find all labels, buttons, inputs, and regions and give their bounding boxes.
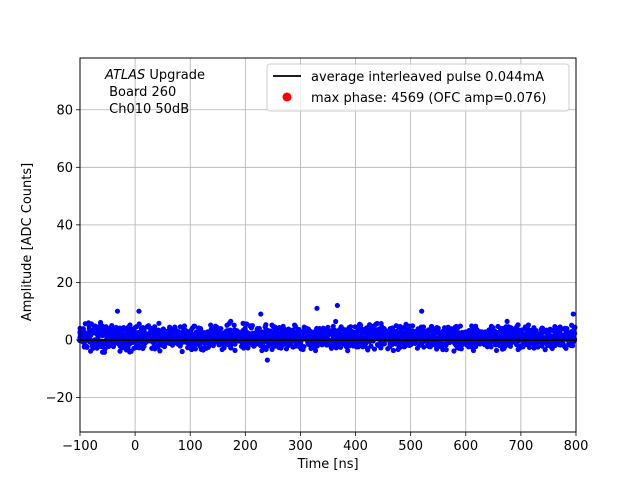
- scatter-point: [179, 348, 185, 355]
- scatter-point: [249, 323, 255, 329]
- scatter-point: [348, 324, 354, 330]
- scatter-point: [533, 327, 539, 334]
- scatter-point: [301, 344, 307, 350]
- y-tick-label: 20: [56, 276, 73, 291]
- svg-text:ATLAS Upgrade: ATLAS Upgrade: [104, 68, 205, 83]
- y-axis-label: Amplitude [ADC Counts]: [20, 163, 35, 321]
- scatter-point: [245, 345, 251, 351]
- scatter-point: [451, 348, 457, 354]
- y-tick-label: 0: [65, 333, 73, 348]
- scatter-point: [264, 357, 270, 363]
- scatter-point: [228, 345, 234, 351]
- scatter-point: [515, 322, 521, 328]
- scatter-point: [457, 323, 463, 329]
- scatter-point: [232, 347, 238, 353]
- legend-marker-swatch: [282, 92, 292, 102]
- scatter-point: [435, 325, 441, 331]
- x-tick-label: 400: [343, 439, 368, 454]
- scatter-point: [105, 342, 112, 349]
- scatter-point: [242, 325, 248, 331]
- scatter-point: [525, 322, 531, 328]
- x-tick-label: 300: [288, 439, 313, 454]
- annotation-channel: Ch010 50dB: [105, 102, 189, 117]
- x-tick-label: 100: [178, 439, 203, 454]
- scatter-point: [325, 324, 331, 330]
- legend-entry-max-phase: max phase: 4569 (OFC amp=0.076): [311, 91, 546, 106]
- scatter-point: [443, 342, 449, 348]
- scatter-point: [136, 321, 142, 327]
- scatter-point: [94, 345, 100, 351]
- legend: average interleaved pulse 0.044mA max ph…: [266, 63, 570, 112]
- scatter-point: [428, 323, 435, 330]
- scatter-point: [443, 347, 449, 353]
- scatter-point: [160, 326, 166, 333]
- scatter-point: [117, 348, 123, 354]
- scatter-point: [371, 346, 378, 352]
- scatter-point: [345, 348, 351, 354]
- scatter-point: [228, 318, 234, 324]
- scatter-point: [409, 323, 416, 329]
- scatter-point: [570, 311, 576, 317]
- scatter-point: [504, 318, 510, 324]
- x-tick-label: 0: [131, 439, 139, 454]
- scatter-point: [314, 305, 320, 311]
- scatter-point: [470, 347, 477, 354]
- x-tick-label: −100: [62, 439, 98, 454]
- y-tick-label: 60: [56, 161, 73, 176]
- scatter-point: [156, 320, 162, 326]
- y-tick-label: −20: [46, 391, 73, 406]
- x-tick-label: 800: [564, 439, 589, 454]
- plot-frame: [79, 57, 577, 433]
- scatter-point: [366, 322, 373, 328]
- y-tick-label: 80: [56, 103, 73, 118]
- scatter-point: [374, 320, 380, 327]
- scatter-point: [365, 347, 371, 353]
- scatter-point: [136, 308, 142, 314]
- annotation-upgrade: Upgrade: [145, 68, 205, 83]
- scatter-point: [84, 344, 90, 350]
- scatter-point: [571, 326, 577, 332]
- scatter-point: [181, 323, 188, 329]
- scatter-point: [381, 341, 387, 347]
- scatter-point: [218, 326, 224, 332]
- legend-entry-average: average interleaved pulse 0.044mA: [311, 70, 544, 85]
- x-tick-label: 700: [508, 439, 533, 454]
- scatter-point: [207, 342, 213, 349]
- scatter-point: [258, 311, 264, 317]
- scatter-point: [157, 348, 163, 354]
- annotation-atlas: ATLAS: [104, 68, 145, 83]
- scatter-point: [314, 343, 320, 349]
- scatter-point: [368, 343, 374, 349]
- scatter-point: [177, 343, 183, 349]
- scatter-point: [535, 344, 541, 350]
- annotation-board: Board 260: [105, 85, 176, 100]
- annotation: ATLAS Upgrade Board 260 Ch010 50dB: [104, 68, 205, 117]
- scatter-point: [192, 323, 198, 329]
- scatter-point: [266, 341, 272, 348]
- scatter-point: [390, 347, 396, 354]
- scatter-point: [330, 323, 336, 329]
- x-tick-label: 500: [398, 439, 423, 454]
- scatter-point: [419, 308, 425, 314]
- scatter-point: [493, 347, 500, 354]
- scatter-point: [312, 347, 319, 354]
- scatter-point: [526, 344, 533, 351]
- legend-box: [266, 63, 570, 112]
- scatter-point: [231, 322, 237, 328]
- scatter-point: [420, 324, 427, 330]
- x-axis-label: Time [ns]: [296, 457, 358, 472]
- scatter-point: [458, 346, 464, 352]
- scatter-point: [542, 347, 548, 353]
- scatter-point: [488, 344, 494, 350]
- scatter-point: [114, 308, 121, 314]
- scatter-point: [333, 318, 339, 325]
- x-tick-label: 200: [233, 439, 258, 454]
- x-tick-label: 600: [453, 439, 478, 454]
- scatter-point: [569, 343, 576, 349]
- ticks: −100 0 100 200 300 400 500 600 700 800 −20 0 20 40 60 8…: [46, 103, 589, 454]
- scatter-point: [208, 322, 214, 328]
- scatter-point: [334, 302, 340, 309]
- y-tick-label: 40: [56, 218, 73, 233]
